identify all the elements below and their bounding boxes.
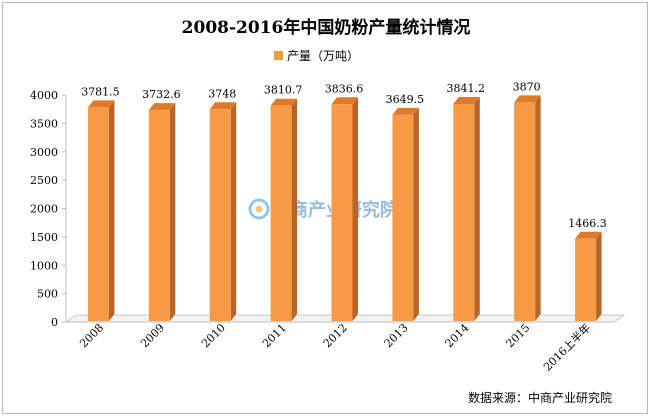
y-tick-label: 2000 xyxy=(30,203,58,216)
bars: 3781.5 3732.6 3748 3810.7 3836.6 3649.5 3841.2… xyxy=(81,80,607,322)
bar-top xyxy=(331,97,358,105)
y-tick-label: 4000 xyxy=(30,89,58,102)
y-tick-label: 1000 xyxy=(30,259,58,272)
y-tick-label: 3000 xyxy=(30,146,58,159)
y-tick-label: 0 xyxy=(51,316,58,329)
bar-top xyxy=(453,97,480,105)
data-label: 3870 xyxy=(513,80,541,93)
bar-side xyxy=(413,107,419,322)
bar-side xyxy=(291,98,298,322)
y-tick-labels: 0 500 1000 1500 2000 2500 3000 3500 4000 xyxy=(30,89,66,329)
bar-front xyxy=(453,104,475,321)
legend-label: 产量（万吨） xyxy=(287,49,359,63)
bar-side xyxy=(169,103,176,321)
x-tick-label: 2012 xyxy=(321,321,350,350)
bar-front xyxy=(575,238,597,321)
x-tick-label: 2009 xyxy=(138,321,167,350)
bar-top xyxy=(392,107,419,115)
bar-top xyxy=(87,100,115,108)
x-tick-label: 2016上半年 xyxy=(540,321,593,374)
data-label: 3649.5 xyxy=(386,93,425,106)
bar-front xyxy=(270,105,292,322)
bar xyxy=(270,98,298,322)
bar-front xyxy=(392,114,414,322)
bar-front xyxy=(87,107,109,321)
bar-side xyxy=(108,100,115,321)
x-tick-label: 2015 xyxy=(503,321,532,350)
legend: 产量（万吨） xyxy=(274,49,359,63)
y-tick-label: 2500 xyxy=(30,174,58,187)
x-tick-labels: 2008 2009 2010 2011 2012 2013 2014 2015 2016上半年 xyxy=(77,321,593,374)
bar-top xyxy=(209,102,237,110)
bar-side xyxy=(352,97,358,321)
bar-side xyxy=(230,102,237,322)
bar-top xyxy=(514,95,541,103)
bar-top xyxy=(270,98,298,106)
y-tick-label: 3500 xyxy=(30,117,58,130)
x-tick-label: 2013 xyxy=(382,321,411,350)
data-label: 3810.7 xyxy=(264,84,303,97)
bar xyxy=(575,231,602,321)
bar-front xyxy=(209,109,231,322)
bar-front xyxy=(331,104,353,321)
bar-side xyxy=(596,231,602,321)
source-note: 数据来源：中商产业研究院 xyxy=(468,390,612,405)
bar xyxy=(87,100,115,321)
bar xyxy=(209,102,237,322)
x-tick-label: 2014 xyxy=(443,321,472,350)
zhongshang-logo-icon xyxy=(248,198,270,220)
y-tick-label: 500 xyxy=(37,288,58,301)
x-tick-label: 2008 xyxy=(77,321,106,350)
bar xyxy=(514,95,541,321)
bar xyxy=(148,103,176,321)
x-tick-label: 2010 xyxy=(199,321,228,350)
data-label: 3732.6 xyxy=(142,88,181,101)
bar-side xyxy=(474,97,480,321)
bar-top xyxy=(148,103,176,111)
bar xyxy=(331,97,358,321)
x-tick-label: 2011 xyxy=(260,321,289,350)
legend-swatch xyxy=(274,51,283,60)
data-label: 3748 xyxy=(208,87,236,100)
data-label: 3781.5 xyxy=(81,85,120,98)
bar xyxy=(392,107,419,322)
bar-side xyxy=(535,95,541,321)
bar-front xyxy=(148,110,170,321)
data-label: 1466.3 xyxy=(568,217,607,230)
bar-front xyxy=(514,102,536,321)
bar xyxy=(453,97,480,321)
bar-top xyxy=(575,231,602,239)
y-tick-label: 1500 xyxy=(30,231,58,244)
chart-title: 2008-2016年中国奶粉产量统计情况 xyxy=(182,17,471,38)
data-label: 3836.6 xyxy=(325,82,364,95)
data-label: 3841.2 xyxy=(447,82,486,95)
